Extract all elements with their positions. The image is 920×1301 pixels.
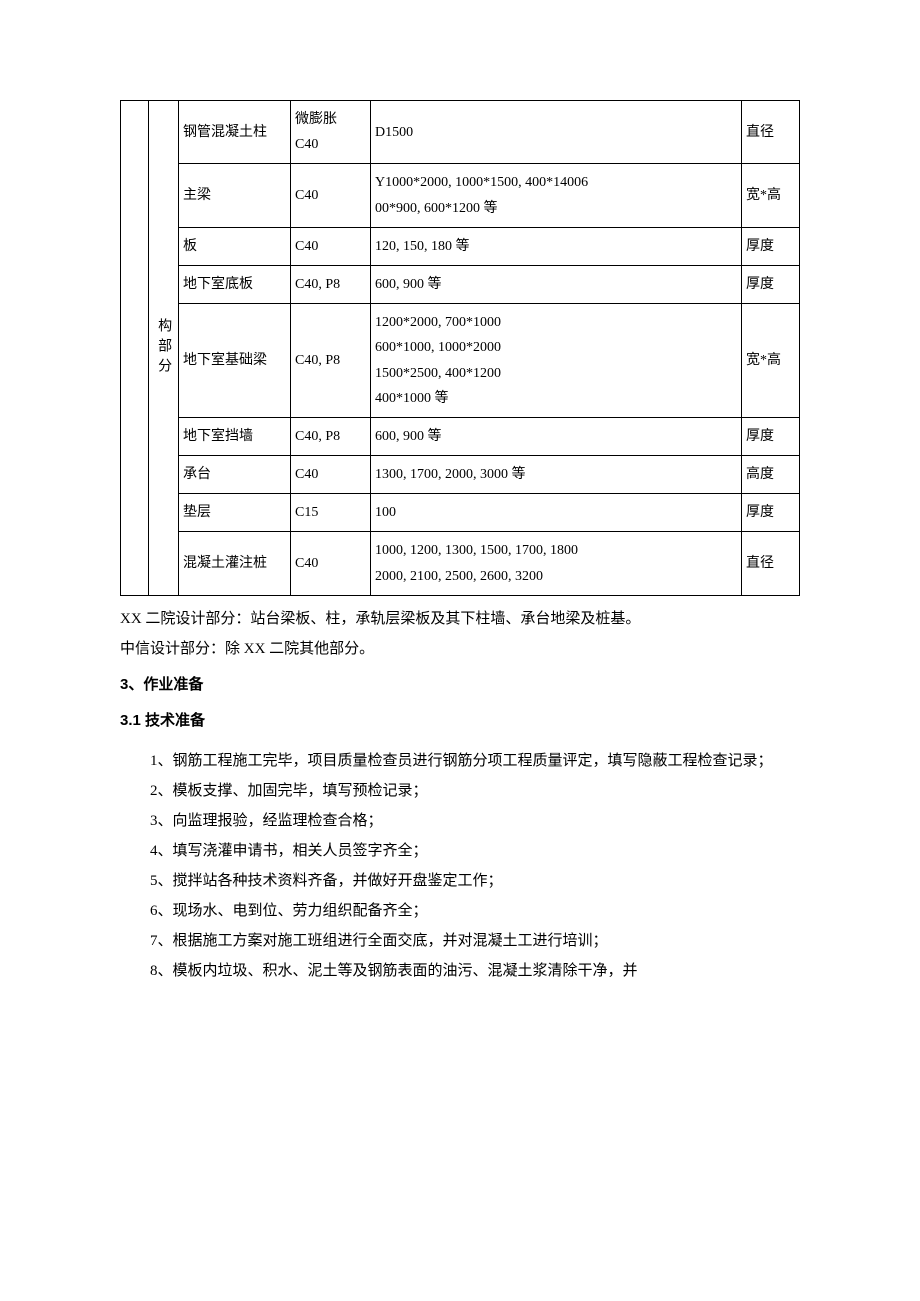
cell-unit: 直径: [742, 532, 800, 595]
prep-item: 6、现场水、电到位、劳力组织配备齐全；: [120, 896, 800, 926]
cell-name: 混凝土灌注桩: [179, 532, 291, 595]
table-row: 构部分 钢管混凝土柱 微膨胀 C40 D1500 直径: [121, 101, 800, 164]
cell-grade: C40, P8: [291, 417, 371, 455]
cell-grade: C15: [291, 494, 371, 532]
cell-unit: 宽*高: [742, 304, 800, 418]
cell-unit: 宽*高: [742, 164, 800, 227]
table-row: 垫层 C15 100 厚度: [121, 494, 800, 532]
heading-3-1: 3.1 技术准备: [120, 706, 800, 736]
cell-name: 地下室挡墙: [179, 417, 291, 455]
table-row: 地下室挡墙 C40, P8 600, 900 等 厚度: [121, 417, 800, 455]
cell-grade: C40: [291, 164, 371, 227]
cell-spec: 600, 900 等: [371, 417, 742, 455]
cell-spec: Y1000*2000, 1000*1500, 400*14006 00*900,…: [371, 164, 742, 227]
cell-unit: 厚度: [742, 265, 800, 303]
cell-unit: 厚度: [742, 227, 800, 265]
table-row: 地下室底板 C40, P8 600, 900 等 厚度: [121, 265, 800, 303]
prep-item: 3、向监理报验，经监理检查合格；: [120, 806, 800, 836]
spec-table: 构部分 钢管混凝土柱 微膨胀 C40 D1500 直径 主梁 C40 Y1000…: [120, 100, 800, 596]
prep-item: 4、填写浇灌申请书，相关人员签字齐全；: [120, 836, 800, 866]
cell-name: 承台: [179, 456, 291, 494]
table-row: 地下室基础梁 C40, P8 1200*2000, 700*1000 600*1…: [121, 304, 800, 418]
cell-name: 地下室基础梁: [179, 304, 291, 418]
table-row-label: 构部分: [149, 101, 179, 596]
cell-grade: C40, P8: [291, 304, 371, 418]
cell-grade: C40: [291, 532, 371, 595]
cell-spec: 120, 150, 180 等: [371, 227, 742, 265]
prep-item: 2、模板支撑、加固完毕，填写预检记录；: [120, 776, 800, 806]
cell-unit: 直径: [742, 101, 800, 164]
prep-item: 5、搅拌站各种技术资料齐备，并做好开盘鉴定工作；: [120, 866, 800, 896]
note-line: XX 二院设计部分：站台梁板、柱，承轨层梁板及其下柱墙、承台地梁及桩基。: [120, 604, 800, 634]
cell-name: 垫层: [179, 494, 291, 532]
table-cell-empty: [121, 101, 149, 596]
cell-grade: C40, P8: [291, 265, 371, 303]
cell-spec: 1200*2000, 700*1000 600*1000, 1000*2000 …: [371, 304, 742, 418]
cell-unit: 高度: [742, 456, 800, 494]
heading-3: 3、作业准备: [120, 670, 800, 700]
cell-spec: 600, 900 等: [371, 265, 742, 303]
cell-spec: 1000, 1200, 1300, 1500, 1700, 1800 2000,…: [371, 532, 742, 595]
cell-grade: C40: [291, 227, 371, 265]
cell-spec: 1300, 1700, 2000, 3000 等: [371, 456, 742, 494]
cell-spec: 100: [371, 494, 742, 532]
prep-item: 7、根据施工方案对施工班组进行全面交底，并对混凝土工进行培训；: [120, 926, 800, 956]
prep-item: 8、模板内垃圾、积水、泥土等及钢筋表面的油污、混凝土浆清除干净，并: [120, 956, 800, 986]
cell-name: 板: [179, 227, 291, 265]
cell-name: 钢管混凝土柱: [179, 101, 291, 164]
cell-unit: 厚度: [742, 417, 800, 455]
cell-grade: 微膨胀 C40: [291, 101, 371, 164]
table-row: 主梁 C40 Y1000*2000, 1000*1500, 400*14006 …: [121, 164, 800, 227]
cell-grade: C40: [291, 456, 371, 494]
table-row: 板 C40 120, 150, 180 等 厚度: [121, 227, 800, 265]
table-row: 承台 C40 1300, 1700, 2000, 3000 等 高度: [121, 456, 800, 494]
cell-name: 地下室底板: [179, 265, 291, 303]
note-line: 中信设计部分：除 XX 二院其他部分。: [120, 634, 800, 664]
cell-unit: 厚度: [742, 494, 800, 532]
prep-item: 1、钢筋工程施工完毕，项目质量检查员进行钢筋分项工程质量评定，填写隐蔽工程检查记…: [120, 746, 800, 776]
cell-name: 主梁: [179, 164, 291, 227]
cell-spec: D1500: [371, 101, 742, 164]
table-row: 混凝土灌注桩 C40 1000, 1200, 1300, 1500, 1700,…: [121, 532, 800, 595]
